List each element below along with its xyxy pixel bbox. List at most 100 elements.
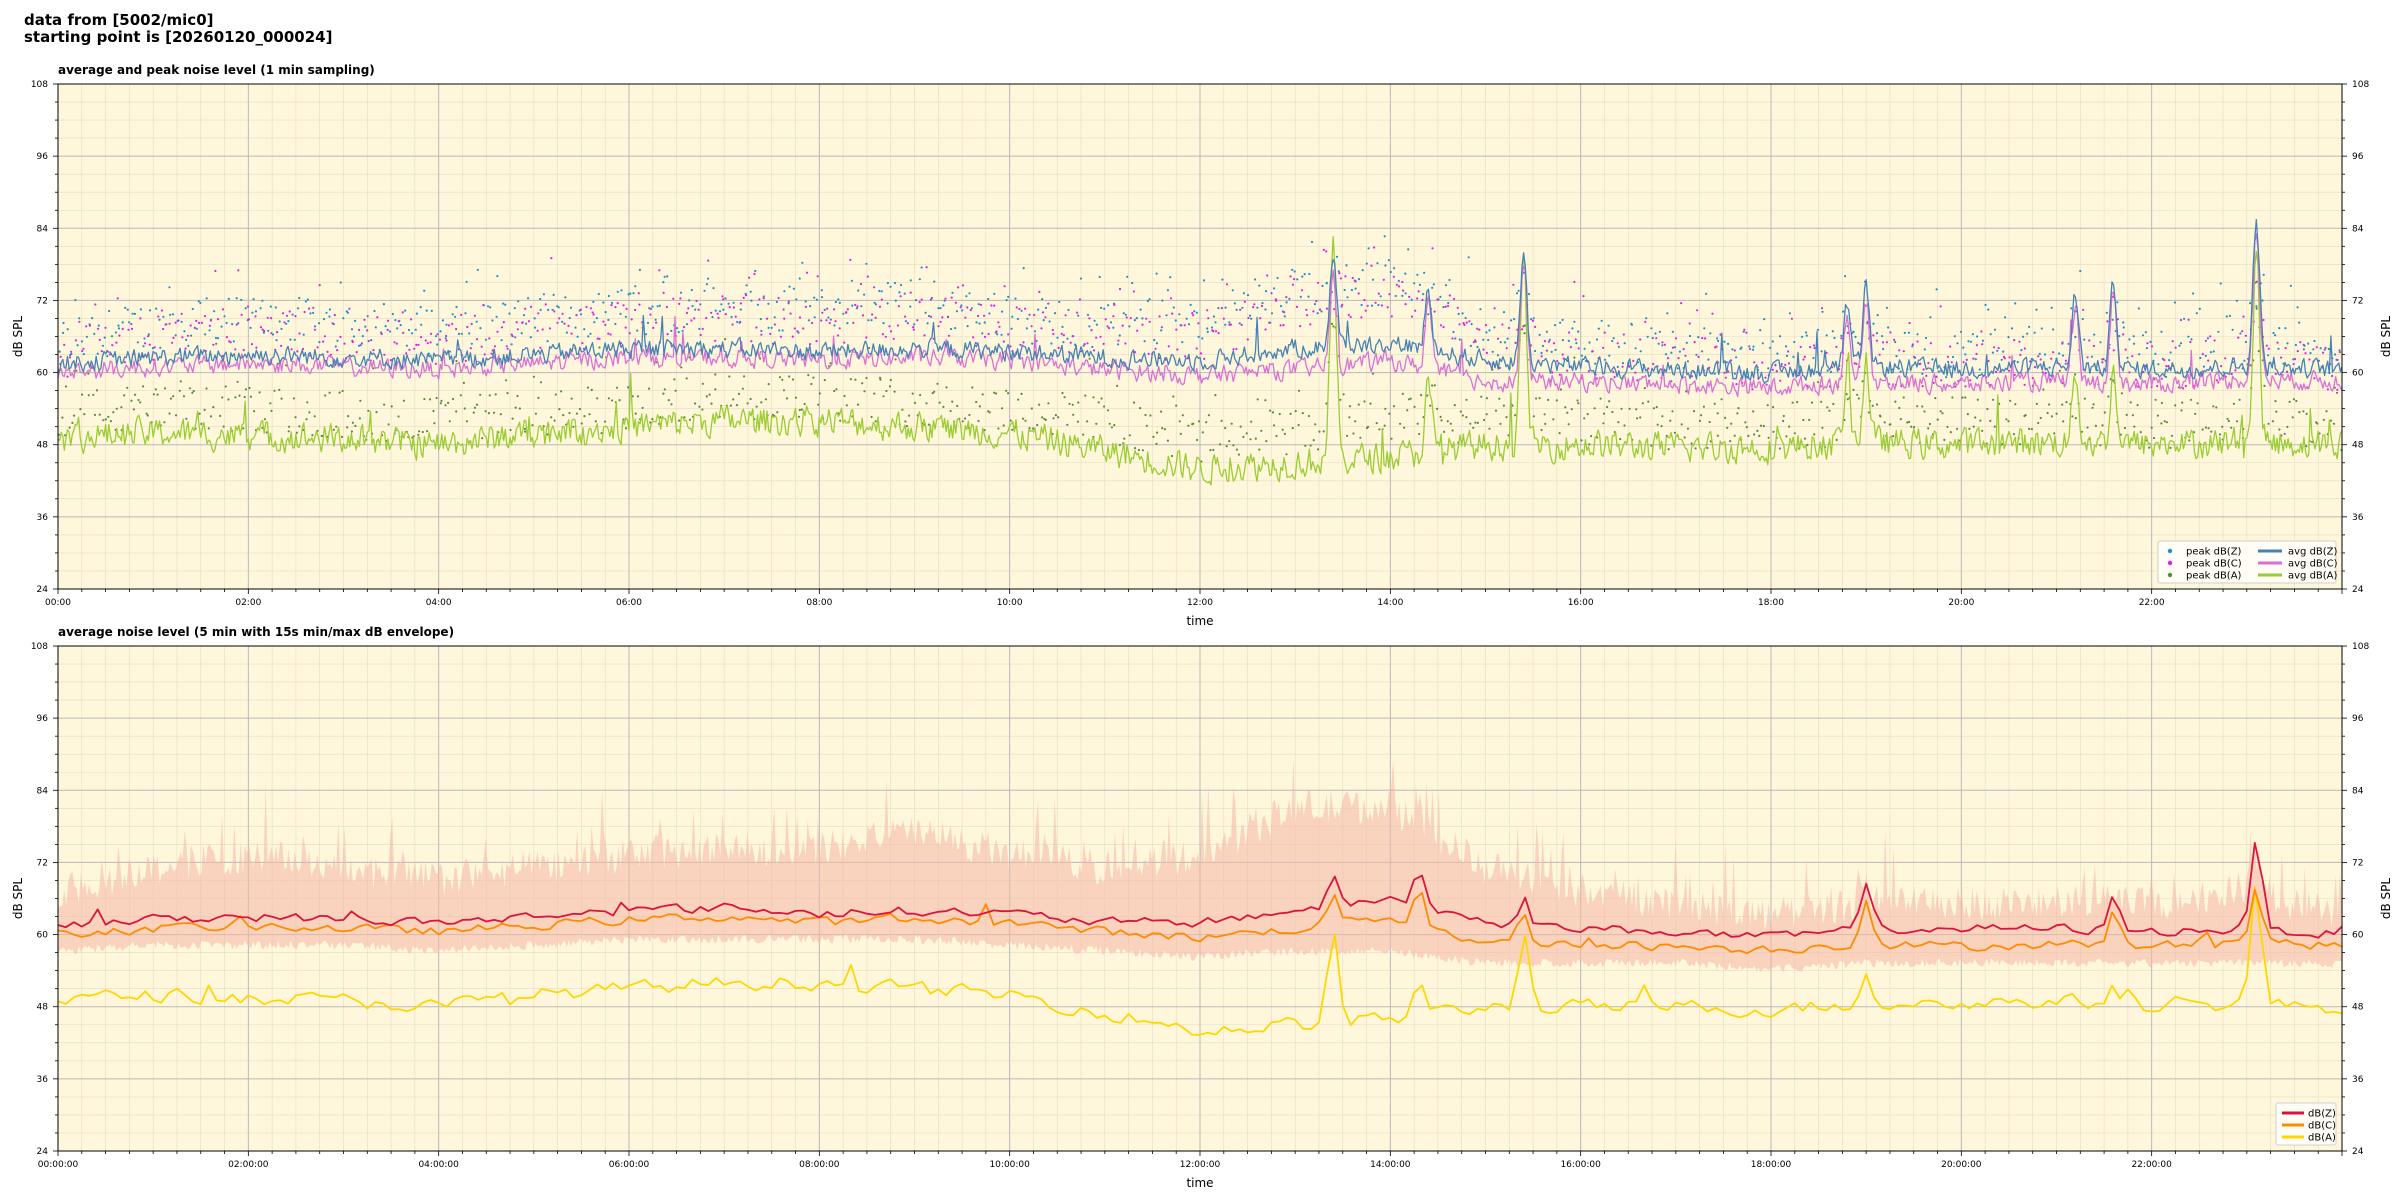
peak-point: [1041, 298, 1044, 301]
peak-point: [447, 401, 450, 404]
peak-point: [1296, 278, 1299, 281]
peak-point: [1639, 338, 1642, 341]
peak-point: [546, 340, 549, 343]
peak-point: [2044, 372, 2047, 375]
peak-point: [2003, 357, 2006, 360]
peak-point: [2165, 421, 2168, 424]
peak-point: [1928, 422, 1931, 426]
peak-point: [2138, 353, 2141, 356]
peak-point: [807, 319, 811, 322]
peak-point: [1078, 298, 1082, 301]
peak-point: [121, 327, 124, 330]
peak-point: [2144, 331, 2147, 334]
peak-point: [2183, 317, 2186, 320]
peak-point: [1875, 332, 1879, 335]
peak-point: [2292, 358, 2295, 361]
peak-point: [124, 306, 127, 309]
peak-point: [705, 316, 708, 320]
peak-point: [1128, 325, 1131, 328]
peak-point: [126, 308, 129, 311]
peak-point: [1318, 430, 1321, 433]
peak-point: [641, 406, 644, 409]
peak-point: [455, 359, 458, 363]
peak-point: [346, 426, 349, 429]
peak-point: [974, 342, 977, 345]
peak-point: [558, 408, 561, 411]
peak-point: [384, 325, 387, 328]
peak-point: [142, 345, 145, 348]
peak-point: [1502, 404, 1505, 407]
y-tick-label-right: 24: [2352, 1147, 2364, 1157]
peak-point: [224, 385, 227, 388]
peak-point: [795, 298, 798, 301]
peak-point: [711, 315, 714, 319]
peak-point: [529, 305, 533, 308]
peak-point: [1724, 416, 1727, 419]
peak-point: [401, 311, 404, 314]
peak-point: [75, 369, 78, 372]
peak-point: [638, 303, 641, 306]
peak-point: [2198, 307, 2201, 310]
peak-point: [553, 310, 556, 313]
peak-point: [290, 348, 293, 351]
peak-point: [909, 291, 912, 294]
peak-point: [796, 330, 799, 333]
peak-point: [1882, 347, 1885, 351]
peak-point: [1981, 429, 1984, 432]
peak-point: [2267, 347, 2270, 350]
peak-point: [2050, 357, 2053, 360]
peak-point: [1051, 328, 1054, 332]
peak-point: [1033, 330, 1037, 333]
peak-point: [2302, 348, 2305, 351]
peak-point: [1857, 397, 1860, 400]
peak-point: [1137, 448, 1140, 452]
peak-point: [2274, 334, 2277, 337]
peak-point: [1782, 419, 1785, 423]
peak-point: [1139, 407, 1142, 410]
peak-point: [367, 409, 370, 412]
peak-point: [563, 322, 566, 325]
peak-point: [652, 326, 655, 329]
series-peakdba: [57, 307, 2343, 463]
peak-point: [351, 340, 354, 344]
peak-point: [1964, 385, 1967, 388]
peak-point: [78, 317, 81, 320]
peak-point: [929, 315, 933, 318]
peak-point: [1577, 347, 1580, 350]
peak-point: [2322, 351, 2325, 354]
peak-point: [475, 403, 479, 406]
peak-point: [1389, 270, 1392, 274]
peak-point: [1621, 365, 1624, 368]
peak-point: [1766, 404, 1769, 407]
peak-point: [874, 303, 878, 306]
peak-point: [1981, 339, 1984, 342]
peak-point: [1232, 444, 1235, 447]
peak-point: [1338, 272, 1341, 275]
peak-point: [850, 279, 854, 282]
peak-point: [1432, 283, 1435, 286]
peak-point: [2090, 355, 2094, 358]
peak-point: [1611, 339, 1614, 343]
peak-point: [655, 321, 658, 324]
peak-point: [1384, 264, 1387, 267]
x-tick-label: 16:00: [1568, 598, 1594, 608]
peak-point: [168, 322, 171, 325]
peak-point: [490, 352, 493, 355]
peak-point: [496, 275, 499, 278]
peak-point: [670, 403, 673, 406]
peak-point: [2092, 344, 2095, 348]
peak-point: [1555, 399, 1558, 402]
peak-point: [1086, 342, 1089, 345]
peak-point: [396, 327, 399, 330]
peak-point: [1197, 335, 1200, 338]
peak-point: [1793, 432, 1796, 435]
peak-point: [673, 378, 676, 381]
peak-point: [675, 327, 679, 330]
peak-point: [244, 307, 247, 310]
peak-point: [2061, 354, 2065, 357]
peak-point: [423, 397, 426, 401]
peak-point: [614, 306, 617, 309]
peak-point: [2149, 340, 2152, 343]
peak-point: [680, 366, 683, 369]
peak-point: [2007, 336, 2010, 339]
